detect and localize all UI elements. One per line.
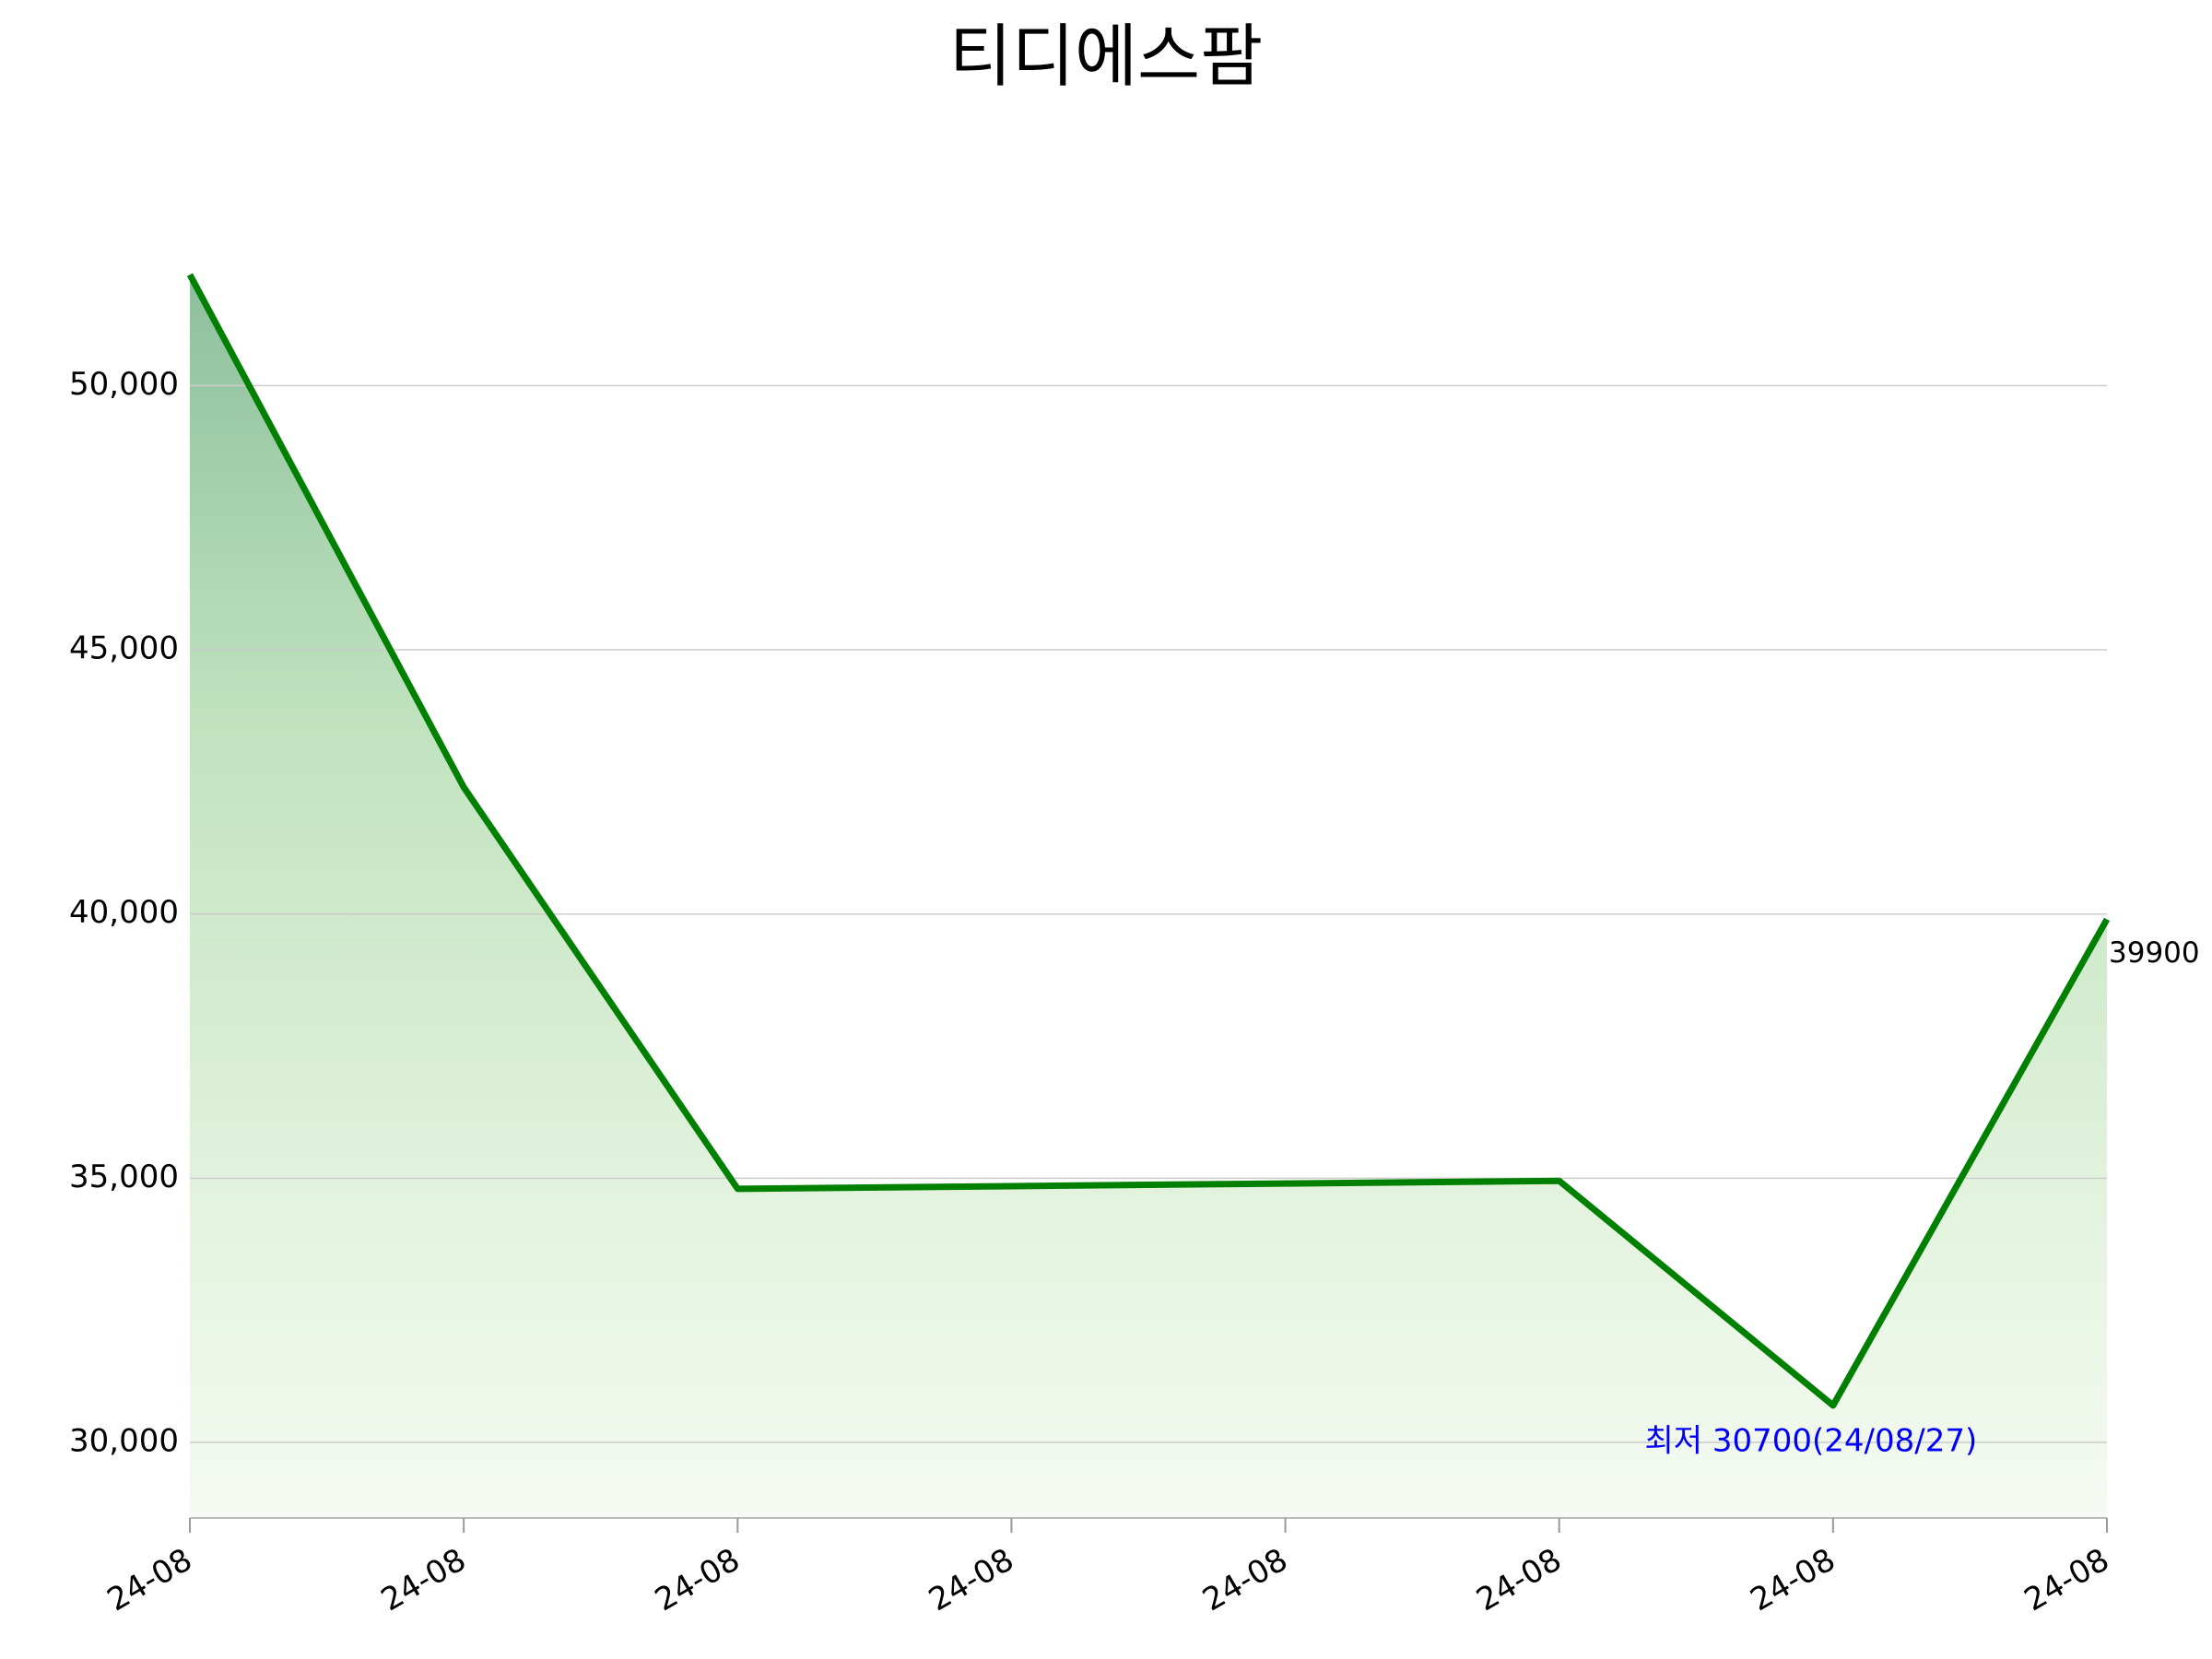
line [186,273,2111,1409]
x-tick-label: 24-08 [649,1541,747,1618]
min-annotation: 최저 30700(24/08/27) [1644,1422,1977,1459]
x-tick-label: 24-08 [2018,1541,2116,1618]
y-tick-label: 45,000 [69,630,179,667]
y-tick-label: 50,000 [69,366,179,403]
y-tick-label: 35,000 [69,1159,179,1195]
end-value-label: 39900 [2109,936,2200,970]
x-tick-label: 24-08 [1196,1541,1294,1618]
x-tick-label: 24-08 [923,1541,1020,1618]
chart-title: 티디에스팜 [949,18,1263,97]
x-tick-label: 24-08 [1470,1541,1568,1618]
x-tick-label: 24-08 [375,1541,473,1618]
x-tick-label: 24-08 [101,1541,199,1618]
area [190,275,2107,1518]
x-tick-label: 24-08 [1745,1541,1842,1618]
y-tick-label: 30,000 [69,1423,179,1460]
y-tick-label: 40,000 [69,894,179,931]
